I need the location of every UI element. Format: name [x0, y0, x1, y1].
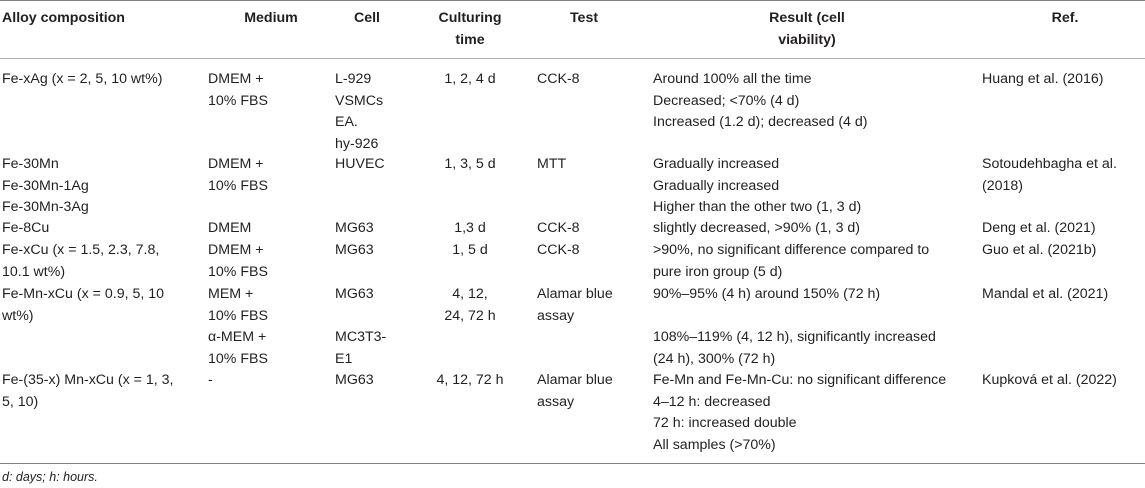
row-4-medium-cell: DMEM + [208, 242, 264, 258]
row-3-cell-cell: MG63 [335, 220, 374, 236]
header-result-line1: Result (cell [769, 10, 845, 26]
row-5-cell-cell: MG63 [335, 286, 374, 302]
row-6-result-cell: Fe-Mn and Fe-Mn-Cu: no significant diffe… [653, 372, 947, 388]
row-5-result-cell: 90%–95% (4 h) around 150% (72 h) [653, 286, 881, 302]
row-6-ref-cell: Kupková et al. (2022) [982, 372, 1117, 388]
row-5-medium-cell: 10% FBS [208, 350, 268, 367]
row-3-alloy-cell: Fe-8Cu [2, 220, 50, 236]
header-medium: Medium [244, 10, 298, 26]
row-4-cell-cell: MG63 [335, 242, 374, 258]
row-6-alloy-cell: Fe-(35-x) Mn-xCu (x = 1, 3, [2, 372, 174, 388]
row-1-medium-cell: 10% FBS [208, 92, 268, 109]
row-6-alloy-cell: 5, 10) [2, 393, 39, 410]
row-1-alloy-cell: Fe-xAg (x = 2, 5, 10 wt%) [2, 71, 163, 87]
row-4-result-cell: >90%, no significant difference compared… [653, 242, 930, 258]
row-5-medium-cell: α-MEM + [208, 329, 267, 345]
table-footnote: d: days; h: hours. [2, 470, 98, 484]
header-cell: Cell [353, 10, 381, 26]
header-ref: Ref. [1051, 10, 1079, 26]
row-5-test-cell: Alamar blue [537, 286, 613, 302]
row-4-ref-cell: Guo et al. (2021b) [982, 242, 1097, 258]
header-test: Test [569, 10, 599, 26]
row-5-time-cell: 24, 72 h [444, 307, 496, 324]
row-6-test-cell: assay [537, 393, 575, 410]
row-2-result-cell: Gradually increased [653, 177, 780, 194]
header-culturing-time-line1: Culturing [438, 10, 502, 26]
row-4-alloy-cell: 10.1 wt%) [2, 263, 66, 280]
row-1-result-cell: Around 100% all the time [653, 71, 812, 87]
row-5-medium-cell: 10% FBS [208, 307, 268, 324]
row-1-test-cell: CCK-8 [537, 71, 580, 87]
row-4-alloy-cell: Fe-xCu (x = 1.5, 2.3, 7.8, [2, 242, 160, 258]
row-5-alloy-cell: wt%) [2, 307, 34, 324]
row-5-alloy-cell: Fe-Mn-xCu (x = 0.9, 5, 10 [2, 286, 165, 302]
row-3-result-cell: slightly decreased, >90% (1, 3 d) [653, 220, 861, 236]
row-1-cell-cell: EA. [335, 114, 358, 130]
row-5-medium-cell: MEM + [208, 286, 254, 302]
row-3-test-cell: CCK-8 [537, 220, 580, 236]
row-2-time-cell: 1, 3, 5 d [444, 156, 496, 172]
header-bottom-rule [0, 58, 1145, 59]
row-1-ref-cell: Huang et al. (2016) [982, 71, 1104, 87]
row-5-test-cell: assay [537, 307, 575, 324]
row-1-time-cell: 1, 2, 4 d [444, 71, 496, 87]
row-1-medium-cell: DMEM + [208, 71, 264, 87]
row-3-medium-cell: DMEM [208, 220, 252, 236]
row-5-cell-cell: MC3T3- [335, 329, 387, 345]
row-2-medium-cell: DMEM + [208, 156, 264, 172]
row-4-time-cell: 1, 5 d [452, 242, 488, 258]
row-4-medium-cell: 10% FBS [208, 263, 268, 280]
row-2-result-cell: Gradually increased [653, 156, 780, 172]
row-6-result-cell: 4–12 h: decreased [653, 393, 771, 410]
row-5-cell-cell: E1 [335, 350, 353, 367]
row-2-result-cell: Higher than the other two (1, 3 d) [653, 199, 862, 215]
row-2-cell-cell: HUVEC [335, 156, 385, 172]
row-4-test-cell: CCK-8 [537, 242, 580, 258]
row-5-result-cell: 108%–119% (4, 12 h), significantly incre… [653, 329, 936, 345]
header-culturing-time-line2: time [455, 32, 485, 48]
row-6-test-cell: Alamar blue [537, 372, 613, 388]
row-5-time-cell: 4, 12, [452, 286, 488, 302]
header-result-line2: viability) [778, 32, 836, 48]
row-6-medium-cell: - [208, 372, 213, 388]
row-3-ref-cell: Deng et al. (2021) [982, 220, 1096, 236]
row-2-ref-cell: (2018) [982, 177, 1024, 194]
row-6-result-cell: All samples (>70%) [653, 436, 776, 453]
row-2-ref-cell: Sotoudehbagha et al. [982, 156, 1117, 172]
row-1-cell-cell: hy-926 [335, 135, 379, 152]
row-6-time-cell: 4, 12, 72 h [436, 372, 504, 388]
row-2-test-cell: MTT [537, 156, 567, 172]
row-2-alloy-cell: Fe-30Mn-3Ag [2, 199, 89, 215]
row-4-result-cell: pure iron group (5 d) [653, 263, 783, 280]
table-top-rule [0, 0, 1145, 1]
row-2-alloy-cell: Fe-30Mn [2, 156, 59, 172]
row-3-time-cell: 1,3 d [454, 220, 486, 236]
header-alloy-composition: Alloy composition [2, 10, 125, 26]
row-2-alloy-cell: Fe-30Mn-1Ag [2, 177, 89, 194]
row-5-ref-cell: Mandal et al. (2021) [982, 286, 1109, 302]
table-bottom-rule [0, 463, 1145, 464]
row-1-result-cell: Decreased; <70% (4 d) [653, 92, 800, 109]
row-1-result-cell: Increased (1.2 d); decreased (4 d) [653, 114, 868, 130]
row-6-result-cell: 72 h: increased double [653, 415, 797, 431]
row-1-cell-cell: VSMCs [335, 92, 384, 109]
row-6-cell-cell: MG63 [335, 372, 374, 388]
row-1-cell-cell: L-929 [335, 71, 372, 87]
row-2-medium-cell: 10% FBS [208, 177, 268, 194]
row-5-result-cell: (24 h), 300% (72 h) [653, 350, 776, 367]
